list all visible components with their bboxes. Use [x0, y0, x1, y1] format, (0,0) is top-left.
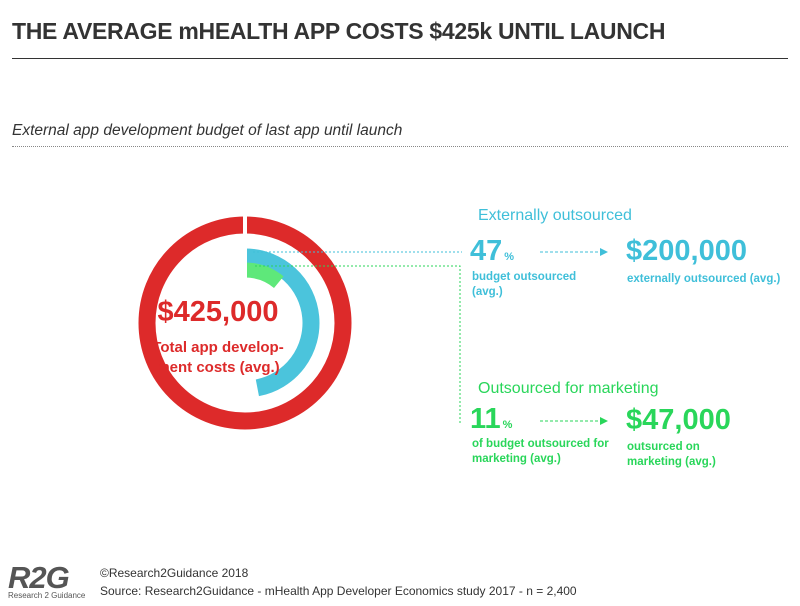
- marketing-connector: [255, 265, 461, 423]
- marketing-amount-desc: outsurced on marketing (avg.): [627, 441, 716, 468]
- external-arrow: [540, 248, 608, 256]
- external-arrow-head: [600, 248, 608, 256]
- total-label: Total app develop-ment costs (avg.): [152, 339, 284, 376]
- page-title: THE AVERAGE mHEALTH APP COSTS $425k UNTI…: [12, 18, 666, 44]
- copyright-text: ©Research2Guidance 2018: [100, 566, 249, 580]
- marketing-percent-desc: of budget outsourced for marketing (avg.…: [472, 438, 609, 465]
- title-divider: [12, 58, 788, 59]
- marketing-arrow: [540, 417, 608, 425]
- marketing-amount: $47,000: [626, 404, 731, 436]
- external-percent-desc: budget outsourced (avg.): [472, 271, 577, 298]
- marketing-percent-number: 11: [470, 403, 501, 435]
- marketing-arc: [244, 262, 284, 289]
- marketing-arrow-head: [600, 417, 608, 425]
- external-amount: $200,000: [626, 235, 747, 267]
- subtitle-divider: [12, 146, 788, 147]
- external-arc: [244, 248, 320, 397]
- external-amount-desc: externally outsourced (avg.): [627, 273, 781, 285]
- chart-subtitle: External app development budget of last …: [12, 122, 403, 139]
- external-percent: 47%: [470, 235, 514, 268]
- marketing-percent: 11%: [470, 403, 512, 436]
- marketing-percent-sign: %: [502, 419, 513, 431]
- connector-lines: [253, 248, 608, 425]
- donut-rings: [138, 213, 352, 430]
- marketing-heading: Outsourced for marketing: [478, 380, 659, 397]
- logo-subtext: Research 2 Guidance: [8, 591, 86, 600]
- source-text: Source: Research2Guidance - mHealth App …: [100, 584, 577, 598]
- r2g-logo: R2G: [8, 560, 70, 595]
- external-percent-sign: %: [504, 251, 515, 263]
- external-heading: Externally outsourced: [478, 207, 632, 224]
- total-amount: $425,000: [157, 296, 279, 328]
- external-percent-number: 47: [470, 235, 503, 267]
